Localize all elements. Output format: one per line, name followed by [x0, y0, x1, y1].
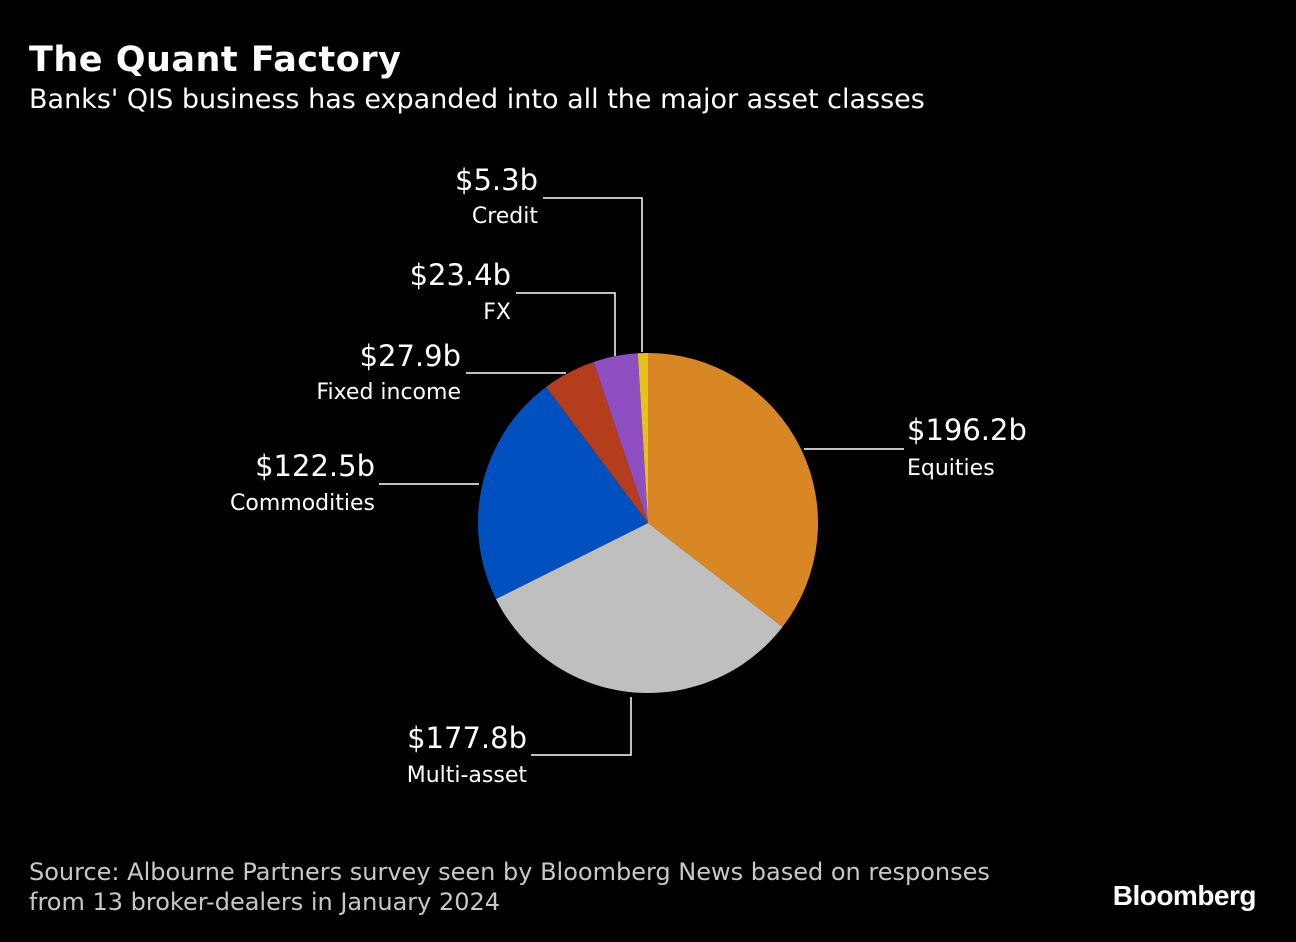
value-label-credit: $5.3b — [455, 163, 538, 197]
source-note: Source: Albourne Partners survey seen by… — [29, 857, 990, 917]
bloomberg-logo: Bloomberg — [1113, 880, 1256, 912]
category-label-commodities: Commodities — [230, 491, 375, 516]
leader-multi-asset — [531, 697, 631, 755]
leader-fx — [516, 293, 615, 356]
category-label-equities: Equities — [907, 456, 995, 481]
value-label-multi-asset: $177.8b — [407, 721, 527, 755]
category-label-fixed-income: Fixed income — [316, 380, 461, 405]
pie-slices — [478, 353, 818, 693]
value-label-fx: $23.4b — [410, 258, 511, 292]
value-label-equities: $196.2b — [907, 413, 1027, 447]
category-label-multi-asset: Multi-asset — [407, 763, 528, 788]
source-line-1: Source: Albourne Partners survey seen by… — [29, 857, 990, 887]
category-label-fx: FX — [483, 300, 511, 325]
value-label-commodities: $122.5b — [255, 449, 375, 483]
source-line-2: from 13 broker-dealers in January 2024 — [29, 887, 990, 917]
value-label-fixed-income: $27.9b — [360, 339, 461, 373]
leader-credit — [543, 198, 642, 352]
category-label-credit: Credit — [472, 204, 539, 229]
